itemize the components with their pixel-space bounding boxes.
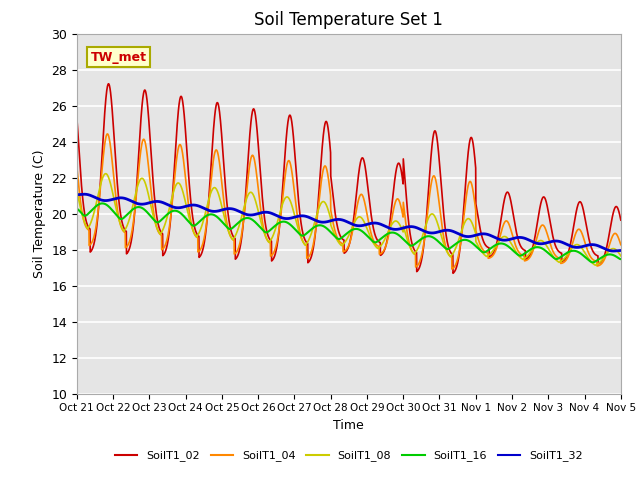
SoilT1_32 bbox=[135, 201, 143, 207]
SoilT1_04 bbox=[73, 163, 81, 169]
SoilT1_04 bbox=[607, 239, 614, 244]
SoilT1_04 bbox=[548, 246, 556, 252]
Line: SoilT1_08: SoilT1_08 bbox=[77, 174, 621, 265]
SoilT1_08 bbox=[73, 188, 81, 193]
SoilT1_32 bbox=[548, 239, 556, 244]
SoilT1_16 bbox=[135, 204, 143, 210]
SoilT1_02 bbox=[617, 217, 625, 223]
SoilT1_02 bbox=[73, 114, 81, 120]
SoilT1_04 bbox=[448, 266, 456, 272]
SoilT1_04 bbox=[135, 164, 143, 169]
SoilT1_16 bbox=[282, 219, 289, 225]
SoilT1_08 bbox=[591, 263, 599, 268]
SoilT1_08 bbox=[548, 252, 556, 257]
SoilT1_08 bbox=[305, 236, 313, 242]
SoilT1_16 bbox=[99, 201, 106, 206]
SoilT1_02 bbox=[449, 270, 457, 276]
SoilT1_02 bbox=[168, 208, 175, 214]
SoilT1_04 bbox=[168, 208, 175, 214]
SoilT1_32 bbox=[282, 216, 289, 221]
SoilT1_08 bbox=[282, 195, 289, 201]
SoilT1_16 bbox=[73, 206, 81, 212]
SoilT1_32 bbox=[80, 192, 88, 197]
SoilT1_32 bbox=[610, 248, 618, 254]
Line: SoilT1_04: SoilT1_04 bbox=[77, 134, 621, 269]
X-axis label: Time: Time bbox=[333, 419, 364, 432]
Text: TW_met: TW_met bbox=[90, 50, 147, 63]
SoilT1_08 bbox=[168, 197, 175, 203]
SoilT1_04 bbox=[104, 131, 111, 137]
SoilT1_08 bbox=[102, 171, 109, 177]
Legend: SoilT1_02, SoilT1_04, SoilT1_08, SoilT1_16, SoilT1_32: SoilT1_02, SoilT1_04, SoilT1_08, SoilT1_… bbox=[110, 446, 588, 466]
Title: Soil Temperature Set 1: Soil Temperature Set 1 bbox=[254, 11, 444, 29]
SoilT1_16 bbox=[548, 253, 556, 259]
SoilT1_16 bbox=[305, 228, 313, 234]
SoilT1_02 bbox=[282, 144, 289, 149]
SoilT1_02 bbox=[105, 81, 113, 87]
Y-axis label: Soil Temperature (C): Soil Temperature (C) bbox=[33, 149, 45, 278]
SoilT1_32 bbox=[617, 248, 625, 253]
SoilT1_04 bbox=[305, 253, 313, 259]
SoilT1_02 bbox=[135, 145, 143, 151]
SoilT1_08 bbox=[607, 247, 614, 252]
SoilT1_02 bbox=[607, 224, 614, 230]
Line: SoilT1_02: SoilT1_02 bbox=[77, 84, 621, 273]
SoilT1_32 bbox=[305, 215, 313, 220]
SoilT1_04 bbox=[617, 242, 625, 248]
SoilT1_08 bbox=[135, 179, 143, 185]
SoilT1_16 bbox=[607, 252, 614, 257]
SoilT1_02 bbox=[548, 229, 556, 235]
Line: SoilT1_16: SoilT1_16 bbox=[77, 204, 621, 263]
SoilT1_08 bbox=[617, 253, 625, 259]
SoilT1_16 bbox=[168, 209, 175, 215]
Line: SoilT1_32: SoilT1_32 bbox=[77, 194, 621, 251]
SoilT1_16 bbox=[589, 260, 596, 265]
SoilT1_32 bbox=[168, 204, 175, 209]
SoilT1_32 bbox=[73, 192, 81, 198]
SoilT1_02 bbox=[305, 259, 313, 264]
SoilT1_16 bbox=[617, 256, 625, 262]
SoilT1_32 bbox=[607, 248, 614, 253]
SoilT1_04 bbox=[282, 169, 289, 175]
